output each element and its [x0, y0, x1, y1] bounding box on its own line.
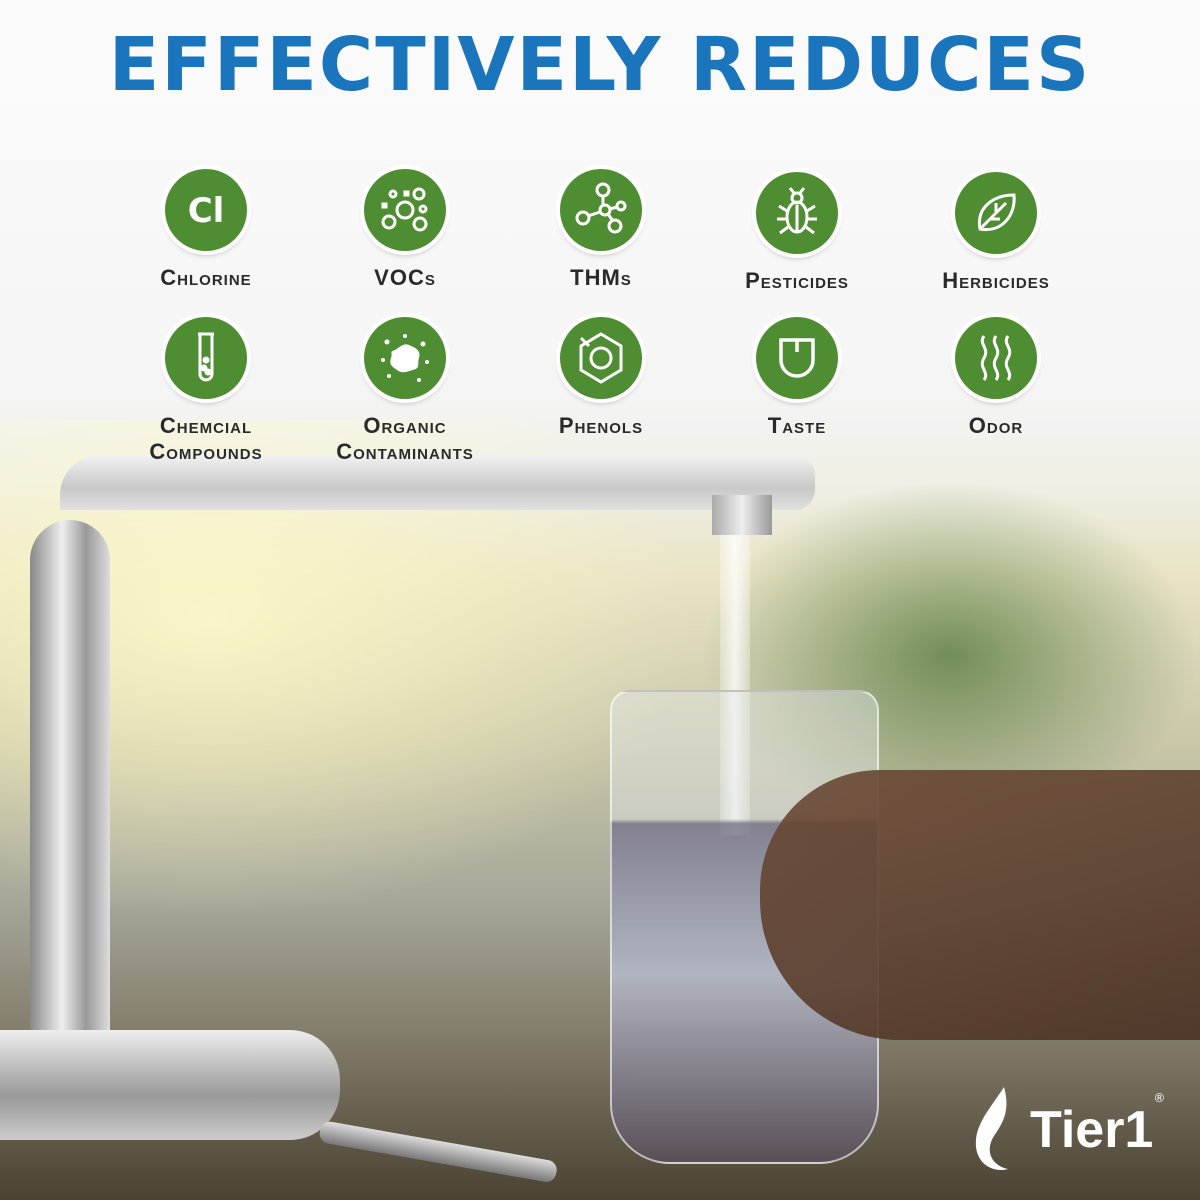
faucet-spout — [712, 495, 772, 535]
test-tube-icon — [165, 317, 247, 399]
item-odor: Odor — [896, 317, 1096, 439]
item-organic-contaminants: Organic Contaminants — [305, 317, 505, 465]
item-label: Pesticides — [745, 268, 849, 293]
faucet-arm — [60, 455, 815, 510]
item-phenols: Phenols — [501, 317, 701, 439]
page-title: EFFECTIVELY REDUCES — [108, 22, 1092, 108]
item-label: Herbicides — [942, 268, 1050, 293]
item-pesticides: Pesticides — [697, 172, 897, 294]
item-label: Chlorine — [160, 265, 252, 290]
faucet-body — [30, 520, 110, 1080]
bug-icon — [756, 172, 838, 254]
odor-waves-icon — [955, 317, 1037, 399]
item-chlorine: Cl Chlorine — [106, 169, 306, 291]
svg-text:Cl: Cl — [188, 191, 225, 231]
brand-name: Tier1 — [1030, 1101, 1154, 1159]
registered-mark: ® — [1153, 1091, 1166, 1105]
leaf-icon — [955, 172, 1037, 254]
chlorine-icon: Cl — [165, 169, 247, 251]
brand-logo: Tier1 ® — [970, 1085, 1165, 1175]
faucet-handle — [0, 1030, 340, 1140]
faucet-lever — [318, 1120, 559, 1184]
item-taste: Taste — [697, 317, 897, 439]
tongue-icon — [756, 317, 838, 399]
hand — [760, 770, 1200, 1040]
item-label: Organic Contaminants — [336, 413, 474, 464]
item-chemical-compounds: Chemcial Compounds — [106, 317, 306, 465]
item-thms: THMs — [501, 169, 701, 291]
item-herbicides: Herbicides — [896, 172, 1096, 294]
molecule-icon — [560, 169, 642, 251]
item-label: VOCs — [374, 265, 436, 290]
item-vocs: VOCs — [305, 169, 505, 291]
item-label: THMs — [570, 265, 632, 290]
item-label: Taste — [767, 413, 827, 438]
droplet-icon — [975, 1087, 1008, 1171]
item-label: Odor — [968, 413, 1024, 438]
item-label: Phenols — [558, 413, 644, 438]
splat-icon — [364, 317, 446, 399]
phenol-ring-icon — [560, 317, 642, 399]
bubbles-icon — [364, 169, 446, 251]
item-label: Chemcial Compounds — [149, 413, 263, 464]
